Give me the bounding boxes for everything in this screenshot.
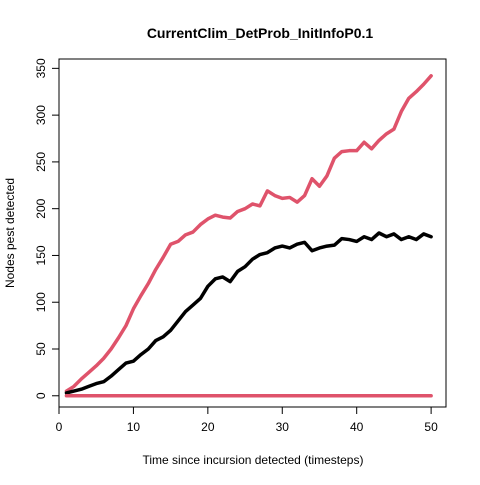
x-tick-label: 10 — [127, 420, 141, 434]
x-axis: 0 10 20 30 40 50 — [56, 407, 438, 434]
y-tick-label: 200 — [34, 198, 48, 218]
chart-title: CurrentClim_DetProb_InitInfoP0.1 — [147, 25, 374, 41]
plot-frame — [58, 58, 447, 408]
y-tick-label: 100 — [34, 292, 48, 312]
y-tick-label: 250 — [34, 152, 48, 172]
x-tick-label: 30 — [276, 420, 290, 434]
y-tick-label: 50 — [34, 342, 48, 356]
x-tick-label: 0 — [56, 420, 63, 434]
x-axis-label: Time since incursion detected (timesteps… — [143, 453, 364, 467]
y-tick-label: 150 — [34, 245, 48, 265]
y-axis: 0 50 100 150 200 250 300 350 — [34, 58, 59, 399]
series-line-2 — [64, 231, 433, 395]
y-axis-label: Nodes pest detected — [3, 178, 17, 288]
series-line-1 — [64, 74, 433, 393]
y-tick-label: 300 — [34, 105, 48, 125]
y-tick-label: 350 — [34, 58, 48, 78]
x-tick-label: 40 — [350, 420, 364, 434]
x-tick-label: 50 — [424, 420, 438, 434]
y-tick-label: 0 — [34, 392, 48, 399]
x-tick-label: 20 — [201, 420, 215, 434]
series-layer — [64, 74, 433, 398]
